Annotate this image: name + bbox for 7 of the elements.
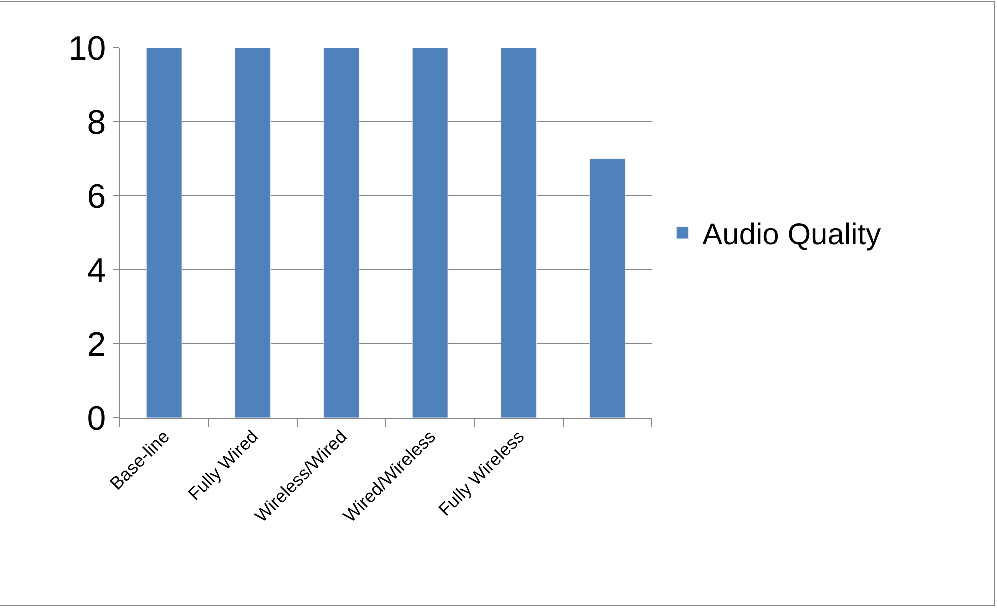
y-tick-label: 0 <box>87 400 106 438</box>
y-tick-label: 6 <box>87 178 106 216</box>
y-tick-label: 10 <box>68 30 106 68</box>
y-tick-label: 8 <box>87 104 106 142</box>
y-tick-label: 4 <box>87 252 106 290</box>
y-tick-label: 2 <box>87 326 106 364</box>
legend-label: Audio Quality <box>702 218 882 252</box>
